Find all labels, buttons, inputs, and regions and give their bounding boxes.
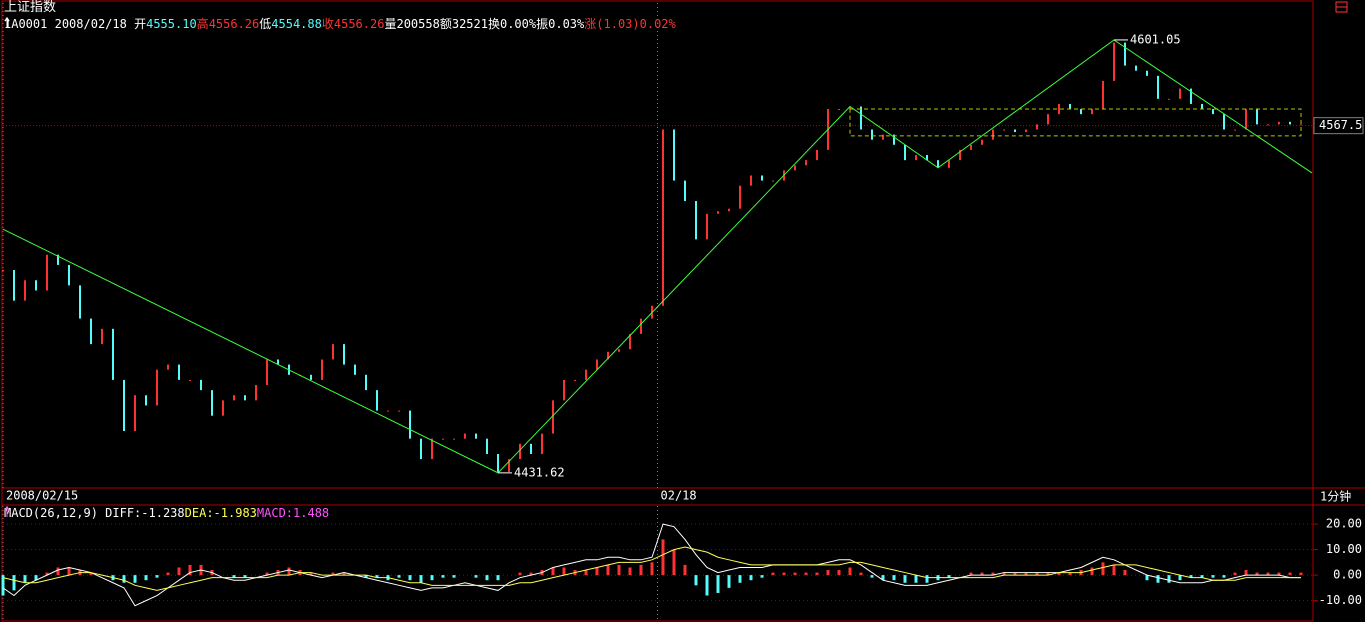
y-tick-label: 10.00 [1326,542,1362,556]
arrow-icon [4,506,10,517]
legend-entry: MACD:1.488 [256,506,330,520]
legend-entry: DEA:-1.983 [184,506,257,520]
info-line: 1A0001 2008/02/18 开4555.10 高4556.26 低4554.… [4,17,676,31]
item-label: 换 [487,17,500,31]
x-tick-label: 2008/02/15 [6,489,78,503]
range-box [849,108,1302,137]
macd-line [2,546,1301,591]
y-tick-label: 0.00 [1333,568,1362,582]
item-value: 4556.26 [208,17,260,31]
macd-line [2,523,1301,607]
item-label: 涨 [584,17,597,31]
annotation-label: 4431.62 [514,465,565,479]
code: 1A0001 [4,17,48,31]
legend-entry: DIFF:-1.238 [105,506,185,520]
last-price-label: 4567.5 [1319,118,1362,132]
item-value: (1.03)0.02% [596,17,676,31]
x-tick-label: 02/18 [661,489,697,503]
item-value: 4556.26 [333,17,385,31]
annotation-label: 4601.05 [1130,32,1181,46]
item-label: 开 [134,17,147,31]
y-tick-label: -10.00 [1319,593,1362,607]
title: 上证指数 [4,0,57,15]
arrow-icon [4,17,10,28]
macd-title: MACD(26,12,9) [4,506,98,520]
item-label: 额 [439,17,452,31]
item-value: 200558 [396,17,440,31]
trend-line [2,39,1313,474]
last-price-box [1313,117,1364,135]
item-value: 0.03% [548,17,585,31]
y-tick-label: 20.00 [1326,517,1362,531]
item-label: 低 [259,17,272,31]
item-label: 收 [321,17,334,31]
item-label: 量 [384,17,397,31]
date: 2008/02/18 [54,17,127,31]
item-value: 4554.88 [271,17,322,31]
period-label: 1分钟 [1320,489,1351,504]
item-value: 4555.10 [146,17,197,31]
item-label: 振 [536,17,549,31]
item-label: 高 [196,17,209,31]
frame [1,0,1314,622]
header: 上证指数 [4,1,56,15]
macd-header: MACD(26,12,9) DIFF:-1.238 DEA:-1.983 MACD:… [4,506,329,520]
item-value: 0.00% [499,17,537,31]
item-value: 32521 [451,17,488,31]
